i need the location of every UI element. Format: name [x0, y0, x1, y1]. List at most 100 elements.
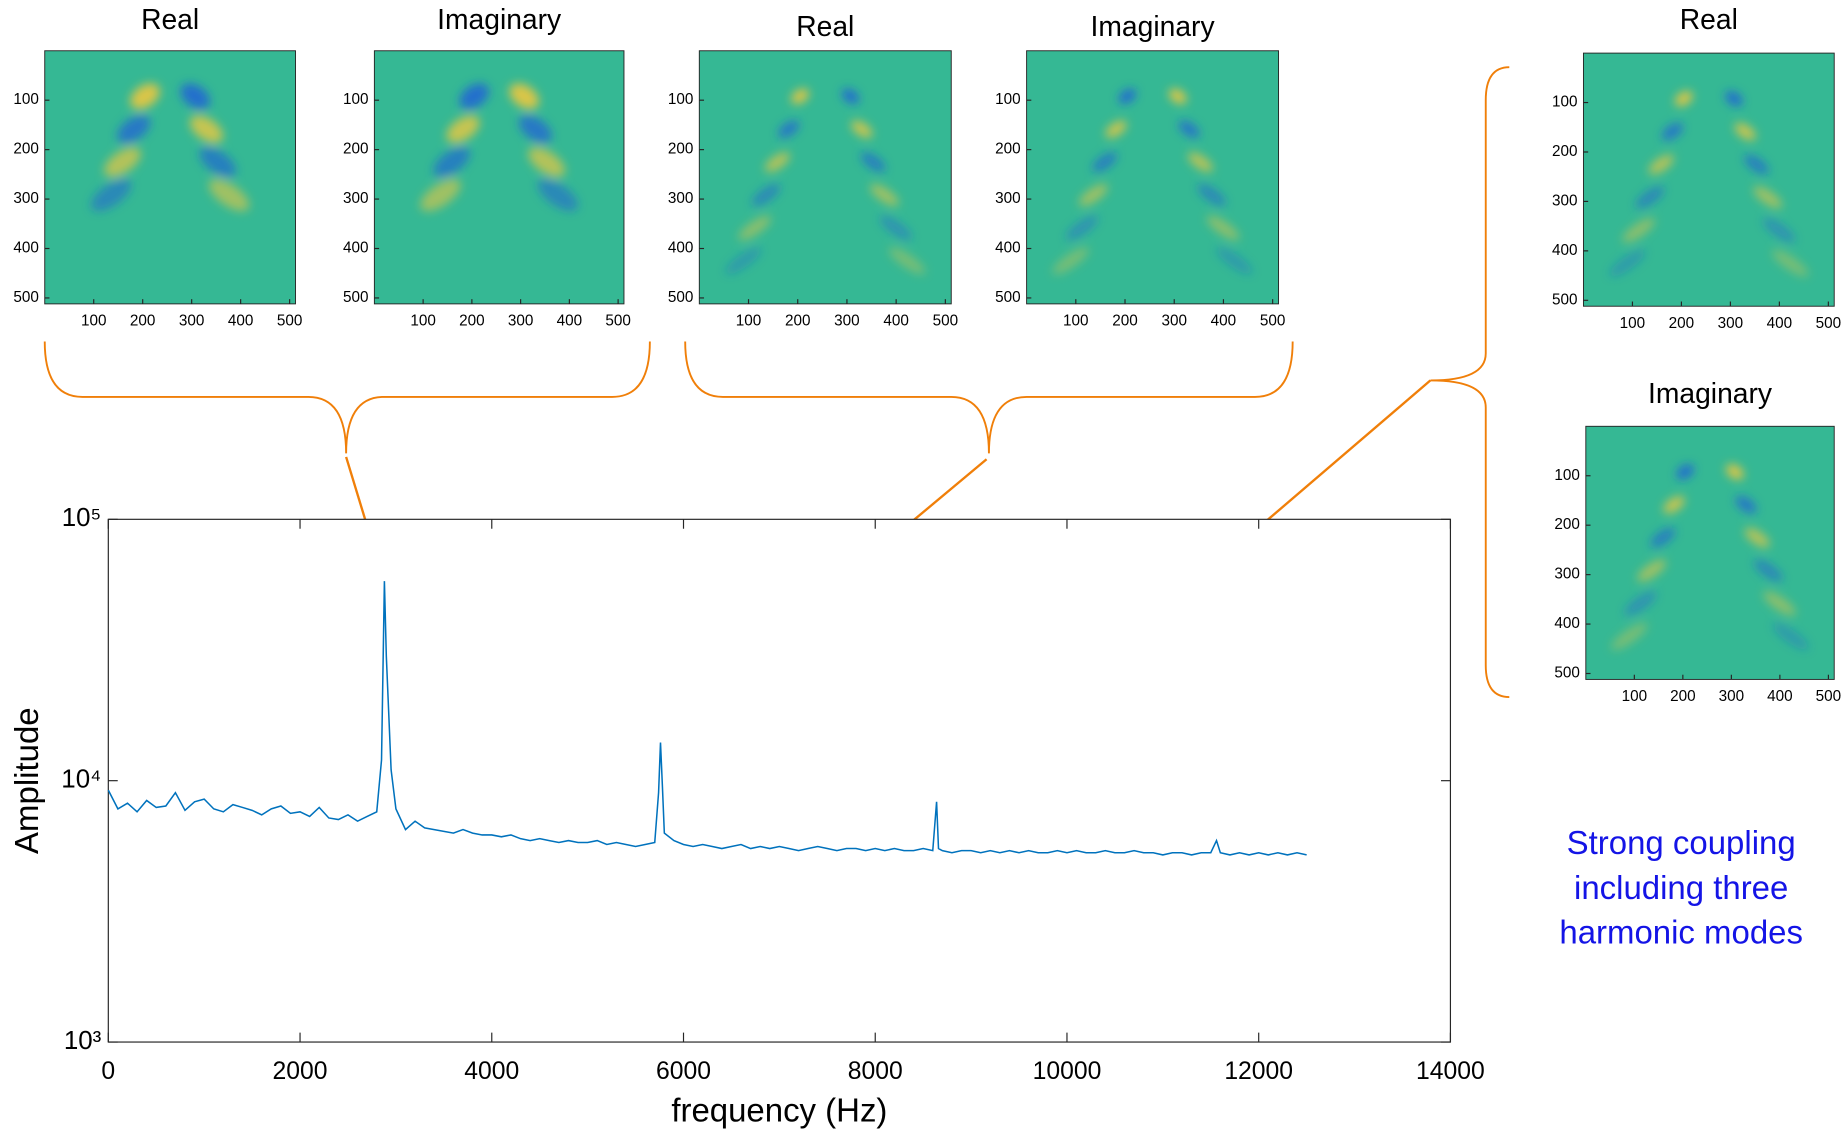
- x-tick-label: 100: [410, 313, 436, 330]
- x-tick-label: 10000: [1033, 1058, 1102, 1085]
- mode-image: [44, 50, 296, 304]
- mode-lobe: [1648, 154, 1674, 175]
- y-tick-label: 10⁴: [61, 766, 101, 794]
- mode-lobe: [1754, 559, 1783, 582]
- mode-lobe: [208, 178, 250, 212]
- x-tick-label: 200: [1670, 688, 1696, 705]
- y-tick-label: 100: [1552, 94, 1578, 111]
- mode-lobe: [537, 178, 579, 212]
- mode-lobe: [420, 178, 461, 212]
- mode-lobe: [1079, 184, 1108, 207]
- y-tick-label: 10⁵: [62, 504, 102, 532]
- mode-lobe: [199, 147, 237, 178]
- x-tick-label: 100: [736, 313, 762, 330]
- y-tick-label: 100: [343, 91, 369, 108]
- mode-lobe: [1763, 591, 1796, 616]
- y-tick-label: 100: [995, 91, 1021, 108]
- mode-lobe: [1065, 215, 1099, 241]
- x-tick-label: 200: [1112, 313, 1138, 330]
- y-tick-label: 100: [668, 91, 694, 108]
- mode-lobe: [738, 215, 771, 241]
- mode-lobe: [778, 120, 800, 138]
- mode-lobe: [1663, 496, 1685, 514]
- mode-lobe: [104, 147, 141, 178]
- annotation: including three: [1574, 869, 1788, 906]
- mode-lobe: [1753, 186, 1783, 209]
- mode-lobe: [860, 152, 886, 172]
- mode-lobe: [1092, 152, 1118, 172]
- mode-pattern: [1611, 464, 1809, 650]
- x-tick-label: 12000: [1224, 1058, 1293, 1085]
- mode-lobe: [518, 115, 552, 144]
- mode-lobe: [841, 88, 860, 105]
- mode-lobe: [1118, 88, 1137, 105]
- y-tick-label: 200: [1554, 516, 1580, 533]
- mode-lobe: [1216, 247, 1253, 275]
- brace: [43, 341, 651, 454]
- mode-pattern: [1052, 88, 1253, 275]
- x-tick-label: 500: [277, 313, 303, 330]
- y-tick-label: 400: [668, 240, 694, 257]
- x-tick-label: 100: [1622, 688, 1648, 705]
- x-tick-label: 14000: [1416, 1058, 1485, 1085]
- y-tick-label: 200: [13, 141, 39, 158]
- image-border: [373, 50, 625, 305]
- mode-lobe: [90, 178, 132, 212]
- y-tick-label: 200: [668, 141, 694, 158]
- x-tick-label: 500: [933, 313, 959, 330]
- mode-lobe: [889, 247, 926, 275]
- x-tick-label: 100: [1063, 313, 1089, 330]
- mode-lobe: [851, 120, 873, 138]
- y-tick-label: 500: [1554, 665, 1580, 682]
- mode-lobe: [1168, 88, 1187, 105]
- x-tick-label: 400: [883, 313, 909, 330]
- mode-lobe: [1725, 90, 1743, 107]
- mode-lobe: [1772, 622, 1809, 650]
- y-tick-label: 300: [1554, 566, 1580, 583]
- y-tick-label: 400: [995, 240, 1021, 257]
- mode-lobe: [1105, 120, 1127, 138]
- y-tick-label: 100: [1554, 467, 1580, 484]
- brace: [684, 341, 1294, 454]
- y-tick-label: 200: [995, 141, 1021, 158]
- y-tick-label: 300: [995, 190, 1021, 207]
- image-border: [1026, 50, 1280, 305]
- mode-image: [374, 50, 624, 304]
- x-tick-label: 100: [81, 313, 107, 330]
- mode-pattern: [420, 83, 579, 212]
- mode-lobe: [1187, 152, 1213, 172]
- x-tick-label: 500: [605, 313, 631, 330]
- image-border: [1582, 52, 1835, 307]
- x-tick-label: 400: [1767, 688, 1793, 705]
- x-tick-label: 300: [508, 313, 534, 330]
- mode-lobe: [1734, 122, 1756, 141]
- mode-lobe: [1052, 247, 1089, 275]
- x-axis-label: frequency (Hz): [671, 1091, 887, 1128]
- panel-title: Imaginary: [1648, 377, 1773, 409]
- mode-lobe: [433, 147, 471, 178]
- mode-lobe: [1743, 154, 1769, 175]
- mode-lobe: [1674, 90, 1693, 107]
- x-tick-label: 8000: [848, 1058, 903, 1085]
- panel-title: Imaginary: [1091, 10, 1216, 42]
- mode-pattern: [90, 83, 250, 212]
- y-tick-label: 400: [1554, 615, 1580, 632]
- mode-lobe: [1611, 622, 1648, 650]
- mode-lobe: [1197, 184, 1227, 207]
- x-tick-label: 200: [1669, 315, 1695, 332]
- x-tick-label: 300: [834, 313, 860, 330]
- plot-area: [107, 518, 1452, 1043]
- mode-lobe: [751, 184, 781, 207]
- mode-pattern: [725, 88, 926, 275]
- mode-lobe: [725, 247, 762, 275]
- panel-title: Real: [141, 3, 199, 35]
- y-tick-label: 400: [1552, 242, 1578, 259]
- mode-lobe: [764, 152, 790, 172]
- x-tick-label: 300: [1161, 313, 1187, 330]
- x-tick-label: 400: [1767, 315, 1793, 332]
- y-axis-label: Amplitude: [8, 707, 45, 854]
- y-tick-label: 300: [13, 190, 39, 207]
- spectrum-line: [107, 581, 1307, 856]
- mode-pattern: [1609, 90, 1809, 277]
